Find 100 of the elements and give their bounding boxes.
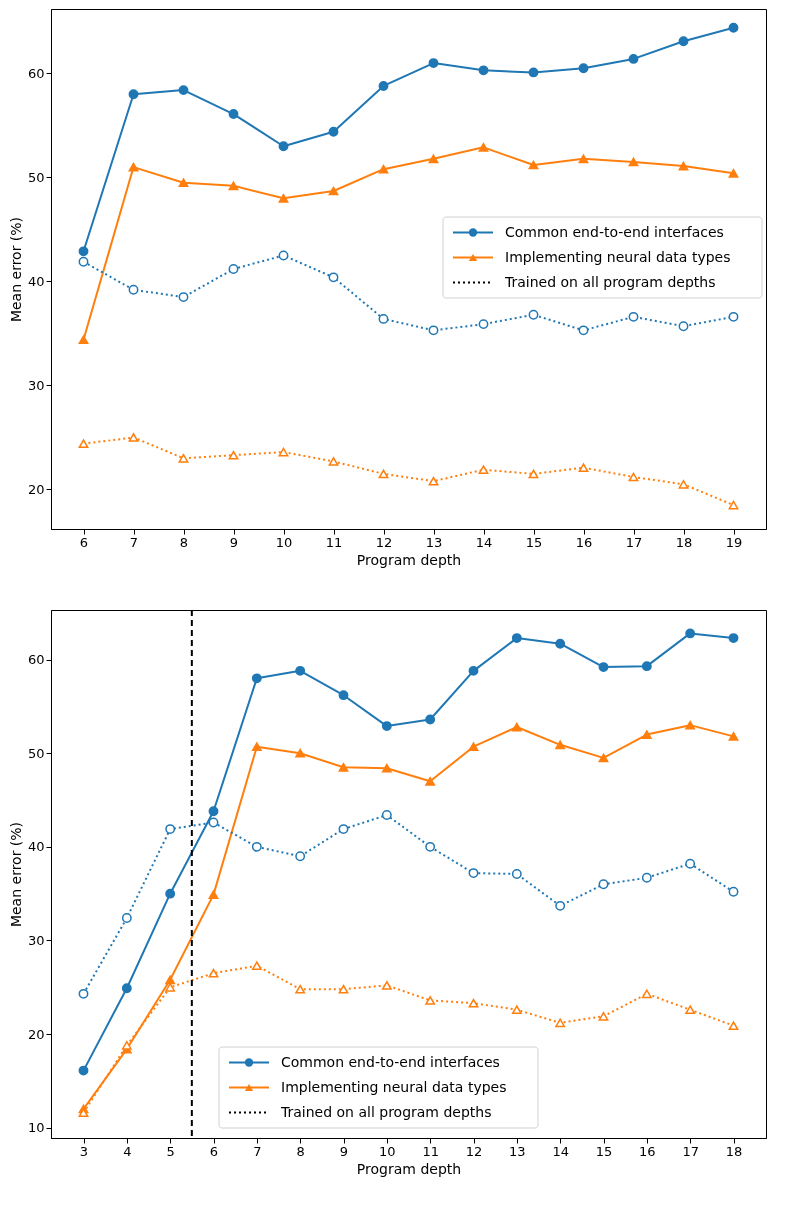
point xyxy=(78,246,89,257)
point xyxy=(378,314,389,324)
y-tick-label: 50 xyxy=(27,745,45,761)
point xyxy=(478,65,489,76)
x-tick-label: 10 xyxy=(379,1143,396,1159)
point xyxy=(641,730,652,739)
point xyxy=(425,776,436,786)
y-tick-label: 10 xyxy=(27,1120,45,1136)
point xyxy=(381,721,392,732)
legend-label: Common end-to-end interfaces xyxy=(505,223,724,240)
x-tick-label: 13 xyxy=(425,534,443,550)
point xyxy=(728,22,739,33)
point xyxy=(165,824,176,834)
point xyxy=(468,742,479,752)
point xyxy=(728,886,739,897)
x-tick-label: 16 xyxy=(575,534,593,550)
x-tick-label: 6 xyxy=(79,534,89,550)
annotation: Trained on all program depths xyxy=(280,1103,492,1120)
x-tick-label: 9 xyxy=(229,534,239,550)
x-tick-label: 18 xyxy=(725,1143,743,1159)
point xyxy=(251,673,262,684)
point xyxy=(381,810,392,820)
point xyxy=(555,900,566,911)
x-tick-label: 8 xyxy=(296,1143,305,1159)
point xyxy=(428,476,439,486)
point xyxy=(641,872,652,883)
point xyxy=(528,67,539,78)
point xyxy=(228,181,239,191)
y-axis-title: Mean error (%) xyxy=(7,821,24,928)
point xyxy=(641,661,652,672)
point xyxy=(468,665,479,676)
point xyxy=(165,975,176,985)
x-tick-label: 11 xyxy=(422,1143,439,1159)
point xyxy=(165,888,176,899)
point xyxy=(128,284,139,295)
y-tick-label: 40 xyxy=(27,839,45,855)
point xyxy=(251,841,262,852)
x-tick-label: 16 xyxy=(639,1143,656,1159)
y-axis-title: Mean error (%) xyxy=(7,216,24,323)
point xyxy=(598,879,609,890)
point xyxy=(121,913,132,923)
point xyxy=(121,1040,132,1050)
point xyxy=(511,1005,522,1015)
point xyxy=(511,869,522,879)
x-axis-title: Program depth xyxy=(356,551,462,568)
point xyxy=(685,720,696,730)
x-tick-label: 12 xyxy=(465,1143,483,1159)
x-tick-label: 8 xyxy=(179,534,189,550)
point xyxy=(478,465,489,475)
annotation: Trained on all program depths xyxy=(504,273,716,290)
point xyxy=(555,638,566,649)
x-tick-label: 19 xyxy=(725,534,743,550)
x-tick-label: 7 xyxy=(129,534,139,550)
point xyxy=(428,58,439,68)
point xyxy=(728,1021,739,1031)
point xyxy=(208,806,219,817)
point xyxy=(378,469,389,479)
point xyxy=(628,157,639,167)
y-tick-label: 50 xyxy=(27,169,45,185)
point xyxy=(685,628,696,639)
x-tick-label: 6 xyxy=(209,1143,219,1159)
y-tick-label: 60 xyxy=(27,65,45,81)
point xyxy=(478,319,489,330)
point xyxy=(278,141,289,152)
point xyxy=(728,633,739,644)
x-tick-label: 14 xyxy=(552,1143,569,1159)
point xyxy=(685,1005,696,1015)
point xyxy=(278,447,289,457)
point xyxy=(338,984,349,994)
point xyxy=(208,890,219,899)
x-tick-label: 10 xyxy=(275,534,293,550)
point xyxy=(578,63,589,74)
point xyxy=(208,817,219,828)
point xyxy=(78,1065,89,1076)
point xyxy=(511,633,522,644)
point xyxy=(121,983,132,994)
point xyxy=(278,193,289,203)
point xyxy=(251,742,262,752)
point xyxy=(295,851,306,862)
point xyxy=(428,154,439,164)
x-tick-label: 11 xyxy=(325,534,343,550)
point xyxy=(598,753,609,763)
point xyxy=(338,690,349,701)
point xyxy=(598,662,609,673)
point xyxy=(628,54,639,64)
point xyxy=(178,178,189,188)
x-tick-label: 15 xyxy=(595,1143,613,1159)
point xyxy=(278,250,289,261)
x-tick-label: 4 xyxy=(123,1143,132,1159)
y-tick-label: 20 xyxy=(27,481,45,497)
point xyxy=(528,160,539,170)
y-tick-label: 20 xyxy=(27,1026,45,1042)
point xyxy=(728,732,739,741)
point xyxy=(555,1018,566,1028)
point xyxy=(478,142,489,152)
point xyxy=(228,450,239,460)
point xyxy=(468,998,479,1008)
point xyxy=(295,984,306,994)
point xyxy=(578,154,589,164)
point xyxy=(511,722,522,732)
